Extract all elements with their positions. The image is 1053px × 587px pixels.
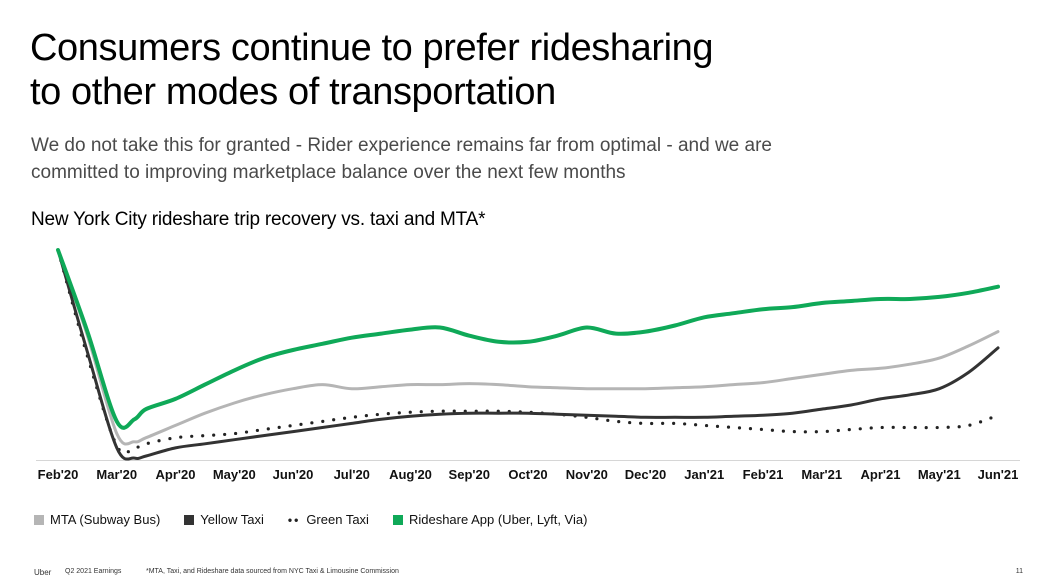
series-layer bbox=[56, 248, 1000, 461]
series-line-yellow-taxi bbox=[56, 248, 1000, 461]
x-tick-label: Mar'20 bbox=[96, 467, 137, 482]
chart-legend: MTA (Subway Bus) Yellow Taxi •• Green Taxi R… bbox=[34, 512, 587, 527]
series-line-mta-subway-bus bbox=[56, 248, 1000, 446]
x-tick-label: Jul'20 bbox=[334, 467, 370, 482]
x-tick-label: Feb'20 bbox=[38, 467, 79, 482]
legend-square-marker bbox=[392, 514, 403, 525]
page-number: 11 bbox=[1015, 568, 1023, 575]
x-tick-label: Jun'20 bbox=[273, 467, 314, 482]
legend-label: Yellow Taxi bbox=[200, 512, 264, 527]
x-tick-label: Apr'21 bbox=[861, 467, 901, 482]
legend-item: •• Green Taxi bbox=[288, 512, 369, 527]
x-tick-label: Jun'21 bbox=[978, 467, 1019, 482]
legend-square-marker bbox=[34, 514, 44, 525]
x-tick-labels: Feb'20 Mar'20 Apr'20 May'20 Jun'20 Jul'20 Aug'… bbox=[38, 467, 1019, 482]
footer-report: Q2 2021 Earnings bbox=[65, 568, 122, 575]
series-line-green-taxi bbox=[56, 248, 1000, 455]
legend-label: MTA (Subway Bus) bbox=[50, 512, 161, 527]
legend-dots-marker: •• bbox=[287, 512, 301, 527]
slide-title: Consumers continue to prefer ridesharing… bbox=[30, 26, 990, 114]
x-tick-label: Nov'20 bbox=[566, 467, 608, 482]
x-tick-label: Mar'21 bbox=[801, 467, 842, 482]
legend-item: MTA (Subway Bus) bbox=[34, 512, 160, 527]
slide-subtitle-line-2: committed to improving marketplace balan… bbox=[31, 162, 626, 183]
x-tick-label: Feb'21 bbox=[743, 467, 784, 482]
footer-source-note: *MTA, Taxi, and Rideshare data sourced f… bbox=[146, 568, 399, 575]
x-tick-label: Jan'21 bbox=[684, 467, 724, 482]
slide-subtitle-line-1: We do not take this for granted - Rider … bbox=[31, 135, 772, 156]
slide-title-line-1: Consumers continue to prefer ridesharing bbox=[30, 27, 714, 69]
x-tick-label: May'20 bbox=[213, 467, 256, 482]
slide-title-line-2: to other modes of transportation bbox=[30, 71, 556, 113]
slide-subtitle: We do not take this for granted - Rider … bbox=[31, 132, 931, 186]
chart-title: New York City rideshare trip recovery vs… bbox=[31, 209, 486, 230]
series-line-rideshare-app-uber-lyft-via bbox=[56, 248, 1000, 430]
x-tick-label: Aug'20 bbox=[389, 467, 432, 482]
legend-item: Yellow Taxi bbox=[184, 512, 264, 527]
legend-item: Rideshare App (Uber, Lyft, Via) bbox=[392, 512, 588, 527]
x-tick-label: Oct'20 bbox=[508, 467, 547, 482]
legend-label: Rideshare App (Uber, Lyft, Via) bbox=[408, 512, 588, 527]
x-tick-label: Apr'20 bbox=[156, 467, 196, 482]
x-tick-label: May'21 bbox=[918, 467, 961, 482]
legend-square-marker bbox=[184, 514, 195, 525]
legend-label: Green Taxi bbox=[306, 512, 369, 527]
footer-brand: Uber bbox=[34, 568, 52, 577]
x-tick-label: Dec'20 bbox=[625, 467, 666, 482]
x-tick-label: Sep'20 bbox=[449, 467, 490, 482]
